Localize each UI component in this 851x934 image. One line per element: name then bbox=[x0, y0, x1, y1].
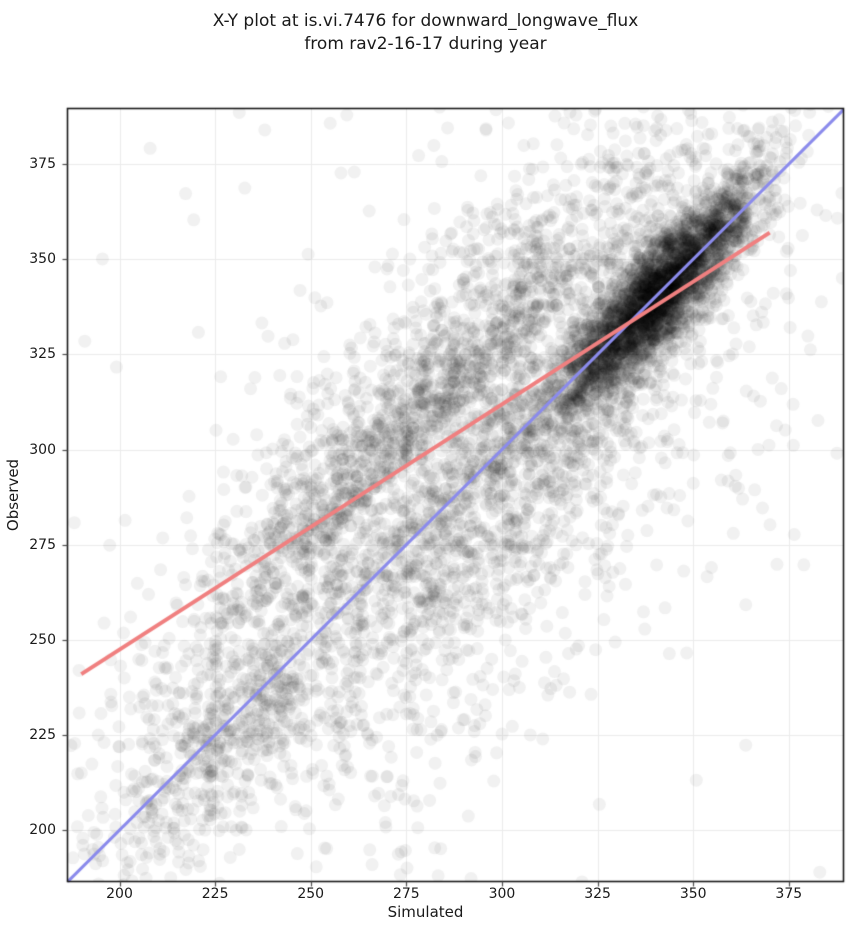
x-tick-label: 250 bbox=[297, 886, 325, 902]
y-tick-label: 350 bbox=[29, 251, 56, 268]
x-tick-label: 225 bbox=[201, 886, 229, 902]
x-tick-label: 375 bbox=[775, 886, 803, 902]
y-tick-label: 200 bbox=[29, 822, 56, 839]
x-tick-label: 325 bbox=[584, 886, 611, 902]
x-tick-label: 200 bbox=[106, 886, 133, 902]
y-tick-label: 275 bbox=[29, 536, 56, 553]
x-axis-label: Simulated bbox=[387, 903, 464, 921]
y-tick-label: 375 bbox=[29, 156, 56, 173]
y-tick-label: 300 bbox=[29, 441, 56, 458]
y-tick-label: 325 bbox=[29, 346, 56, 363]
x-tick-label: 350 bbox=[679, 886, 707, 902]
x-tick-label: 275 bbox=[392, 886, 420, 902]
x-tick-label: 300 bbox=[488, 886, 516, 902]
y-tick-label: 250 bbox=[29, 631, 56, 648]
y-tick-label: 225 bbox=[29, 726, 56, 743]
